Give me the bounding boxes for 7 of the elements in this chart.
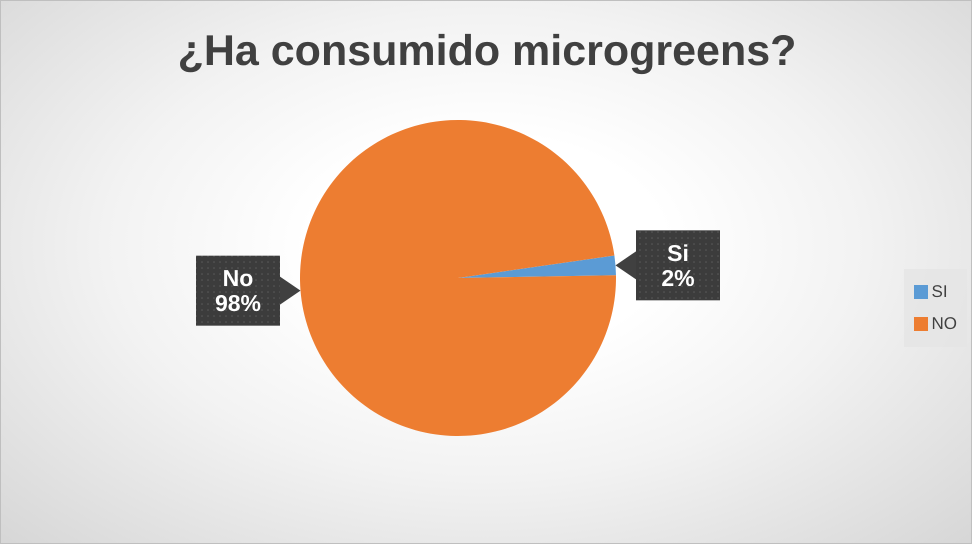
chart-title: ¿Ha consumido microgreens?: [176, 27, 798, 76]
data-label: Si 2%: [661, 240, 695, 291]
pie-slice: [300, 120, 616, 436]
legend-label: NO: [932, 314, 957, 333]
pie-slice: [458, 255, 616, 278]
legend-label: SI: [932, 282, 948, 301]
data-label: No 98%: [214, 265, 262, 316]
